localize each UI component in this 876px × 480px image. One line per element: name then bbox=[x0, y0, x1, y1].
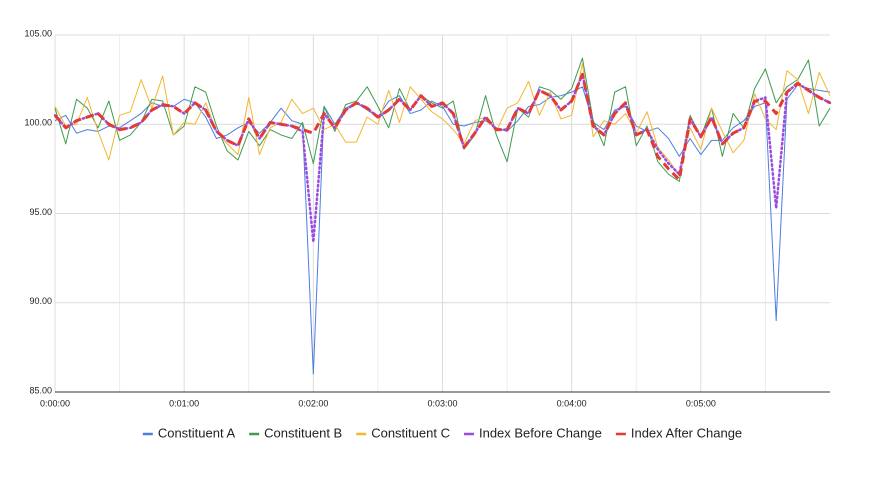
x-tick-label: 0:01:00 bbox=[169, 398, 199, 408]
legend-label: Index After Change bbox=[631, 425, 742, 440]
x-tick-label: 0:02:00 bbox=[298, 398, 328, 408]
x-tick-label: 0:00:00 bbox=[40, 398, 70, 408]
y-tick-label: 95.00 bbox=[29, 207, 52, 217]
y-tick-label: 90.00 bbox=[29, 296, 52, 306]
x-tick-label: 0:04:00 bbox=[557, 398, 587, 408]
legend-label: Index Before Change bbox=[479, 425, 602, 440]
series-line bbox=[54, 63, 831, 177]
series-line bbox=[53, 72, 831, 182]
legend: Constituent A Constituent B Constituent C I… bbox=[142, 425, 742, 440]
y-tick-label: 100.00 bbox=[24, 118, 52, 128]
x-tick-label: 0:05:00 bbox=[686, 398, 716, 408]
legend-label: Constituent B bbox=[264, 425, 342, 440]
legend-label: Constituent A bbox=[158, 425, 236, 440]
y-tick-label: 105.00 bbox=[24, 28, 52, 38]
legend-label: Constituent C bbox=[371, 425, 450, 440]
series-line bbox=[54, 84, 831, 375]
y-tick-label: 85.00 bbox=[29, 385, 52, 395]
x-tick-label: 0:03:00 bbox=[427, 398, 457, 408]
